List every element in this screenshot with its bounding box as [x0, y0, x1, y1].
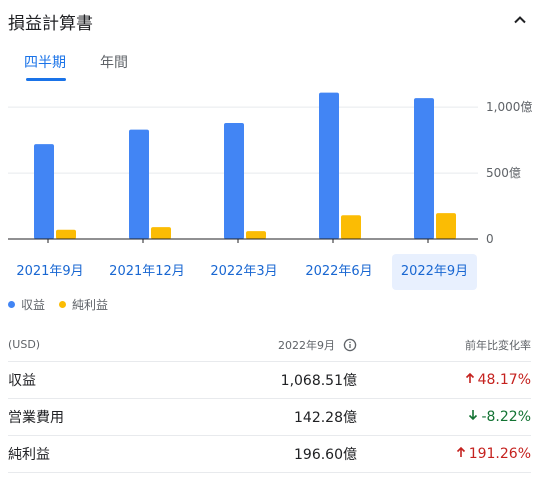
- y-tick-label: 500億: [486, 166, 521, 180]
- revenue-bar[interactable]: [319, 92, 339, 239]
- table-row: 純利益 196.60億 191.26%: [8, 436, 531, 473]
- legend-label-revenue: 収益: [21, 298, 46, 312]
- row-label: 純利益: [8, 447, 50, 463]
- revenue-bar[interactable]: [129, 129, 149, 239]
- net-income-bar[interactable]: [246, 231, 266, 239]
- legend-item-revenue: 収益: [8, 296, 45, 313]
- y-tick-label: 1,000億: [486, 100, 532, 114]
- row-change-value: -8.22%: [481, 409, 531, 425]
- change-header: 前年比変化率: [465, 338, 531, 352]
- financials-table: (USD) 2022年9月 前年比変化率 収益 1,068.51億 48.17% 営業…: [8, 328, 531, 473]
- revenue-bar[interactable]: [224, 123, 244, 239]
- revenue-bar[interactable]: [34, 144, 54, 239]
- net-income-bar[interactable]: [56, 229, 76, 239]
- income-chart: 0 500億 1,000億: [8, 92, 532, 246]
- section-title: 損益計算書: [8, 14, 93, 34]
- y-tick-label: 0: [486, 232, 494, 246]
- quarter-label[interactable]: 2021年12月: [109, 264, 185, 279]
- revenue-bar[interactable]: [414, 98, 434, 239]
- currency-label: (USD): [8, 338, 41, 351]
- table-header-row: (USD) 2022年9月 前年比変化率: [8, 328, 531, 362]
- revenue-legend-dot: [8, 301, 15, 308]
- period-header: 2022年9月: [278, 328, 357, 361]
- row-change: 191.26%: [455, 436, 531, 472]
- row-label: 営業費用: [8, 410, 64, 426]
- row-value: 1,068.51億: [280, 373, 357, 389]
- net-income-bar[interactable]: [151, 227, 171, 239]
- net-income-bar[interactable]: [436, 213, 456, 239]
- quarter-label[interactable]: 2021年9月: [16, 264, 84, 279]
- quarter-label[interactable]: 2022年6月: [305, 264, 373, 279]
- row-label: 収益: [8, 373, 36, 389]
- net-income-bar[interactable]: [341, 215, 361, 239]
- arrow-down-icon: [467, 409, 479, 425]
- row-change: -8.22%: [467, 399, 531, 435]
- chart-legend: 収益 純利益: [8, 296, 122, 313]
- collapse-button[interactable]: [506, 8, 534, 32]
- tab-annual[interactable]: 年間: [100, 55, 128, 71]
- chevron-up-icon: [514, 16, 526, 24]
- info-icon[interactable]: [343, 338, 357, 352]
- net-income-legend-dot: [59, 301, 67, 308]
- arrow-up-icon: [455, 446, 467, 462]
- table-row: 収益 1,068.51億 48.17%: [8, 362, 531, 399]
- quarter-label[interactable]: 2022年9月: [392, 254, 477, 290]
- legend-label-net-income: 純利益: [72, 298, 109, 312]
- row-change-value: 48.17%: [477, 372, 531, 388]
- legend-item-net-income: 純利益: [59, 296, 108, 313]
- row-change: 48.17%: [464, 362, 531, 398]
- arrow-up-icon: [464, 372, 476, 388]
- row-value: 142.28億: [294, 410, 357, 426]
- info-icon-graphic: [343, 338, 357, 351]
- active-tab-indicator: [26, 78, 66, 81]
- quarter-selector: 2021年9月 2021年12月 2022年3月 2022年6月 2022年9月: [0, 254, 541, 290]
- quarter-label[interactable]: 2022年3月: [210, 264, 278, 279]
- table-row: 営業費用 142.28億 -8.22%: [8, 399, 531, 436]
- row-change-value: 191.26%: [468, 446, 531, 462]
- period-header-label: 2022年9月: [278, 338, 335, 352]
- row-value: 196.60億: [294, 447, 357, 463]
- tab-quarterly[interactable]: 四半期: [24, 55, 66, 71]
